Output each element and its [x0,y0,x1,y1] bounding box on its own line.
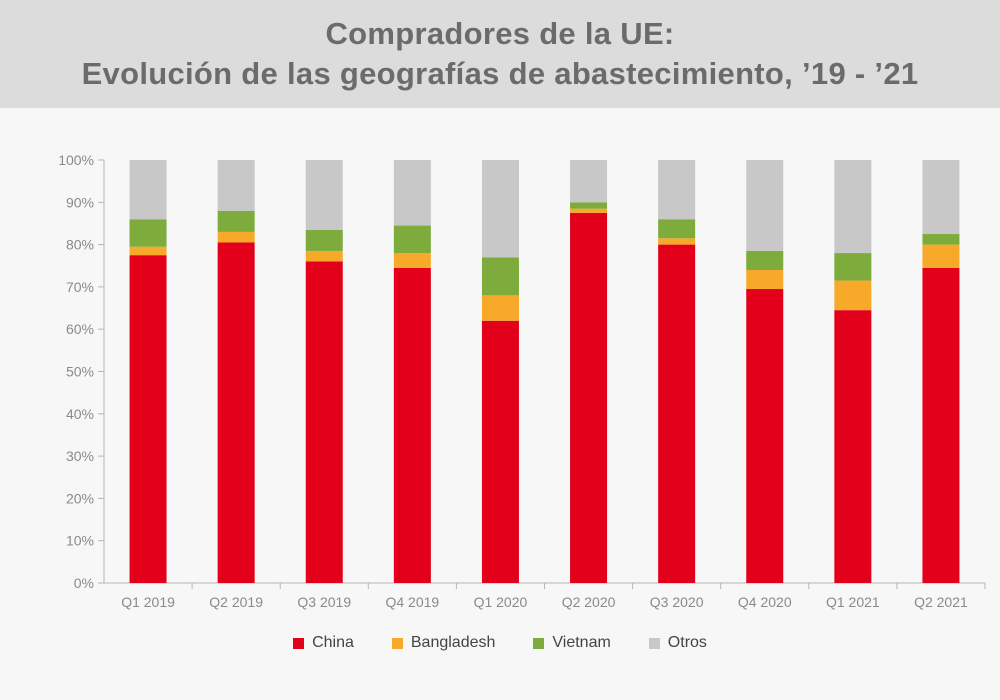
chart-area: 0% 10% 20% 30% 40% 50% 60% 70% 80% 90% 100% Q1 2019… [0,108,1000,700]
legend-label-vietnam: Vietnam [552,634,611,651]
bar-segment-vietnam [393,225,431,254]
legend-swatch-china [293,637,305,649]
bar-segment-otros [305,160,343,230]
legend-item-vietnam: Vietnam [533,634,611,652]
bar-segment-china [746,289,784,583]
bar-segment-bangladesh [217,231,255,243]
bar-segment-china [129,255,167,584]
chart-title-line-2: Evolución de las geografías de abastecim… [81,56,919,91]
bar-segment-vietnam [746,250,784,270]
y-tick-label: 0% [74,575,94,591]
bar-segment-china [922,267,960,583]
bar-segment-bangladesh [129,246,167,256]
y-tick-label: 10% [66,533,94,549]
bar-segment-bangladesh [481,295,519,321]
x-tick-label: Q4 2019 [385,594,439,610]
chart-title-line-1: Compradores de la UE: [325,16,675,51]
bar-segment-otros [393,160,431,226]
legend-label-china: China [312,634,354,651]
x-tick-label: Q4 2020 [738,594,792,610]
stacked-bar-chart: 0% 10% 20% 30% 40% 50% 60% 70% 80% 90% 100% Q1 2019… [58,152,986,610]
bar-segment-bangladesh [305,250,343,262]
legend-item-bangladesh: Bangladesh [391,634,496,652]
bar-segment-china [658,244,696,583]
bar-segment-otros [129,160,167,220]
bar-segment-china [217,242,255,584]
y-tick-label: 90% [66,194,94,210]
y-tick-label: 80% [66,237,94,253]
bar-segment-vietnam [129,219,167,247]
bar-segment-china [481,320,519,583]
x-tick-label: Q2 2021 [914,594,968,610]
bar-segment-otros [570,160,608,203]
bar-segment-otros [834,160,872,254]
bar-segment-bangladesh [570,208,608,213]
legend-item-china: China [293,634,354,652]
bar-segment-vietnam [217,210,255,232]
legend-label-otros: Otros [667,634,707,651]
bar-segment-bangladesh [658,238,696,245]
bar-segment-vietnam [481,257,519,296]
x-tick-label: Q2 2020 [562,594,616,610]
y-tick-label: 30% [66,448,94,464]
bar-segment-china [834,310,872,583]
bar-segment-vietnam [922,234,960,245]
bar-segment-china [570,212,608,583]
bar-segment-otros [658,160,696,220]
legend-swatch-otros [648,637,660,649]
legend-label-bangladesh: Bangladesh [410,634,496,651]
bar-segment-china [393,267,431,583]
y-tick-label: 60% [66,321,94,337]
x-tick-label: Q3 2019 [297,594,351,610]
bar-segment-otros [217,160,255,211]
bar-segment-otros [481,160,519,258]
bar-segment-bangladesh [834,280,872,311]
bar-segment-vietnam [834,253,872,281]
bar-segment-bangladesh [393,253,431,268]
chart-legend: China Bangladesh Vietnam Otros [0,634,1000,652]
x-tick-label: Q2 2019 [209,594,263,610]
y-tick-label: 100% [58,152,94,168]
y-tick-label: 40% [66,406,94,422]
y-tick-label: 20% [66,490,94,506]
y-tick-label: 70% [66,279,94,295]
bar-segment-vietnam [305,229,343,251]
x-tick-label: Q3 2020 [650,594,704,610]
legend-item-otros: Otros [648,634,707,652]
x-tick-label: Q1 2019 [121,594,175,610]
x-tick-label: Q1 2020 [474,594,528,610]
bar-segment-vietnam [570,202,608,209]
bar-segment-otros [922,160,960,235]
bar-segment-vietnam [658,219,696,239]
x-tick-label: Q1 2021 [826,594,880,610]
legend-swatch-vietnam [533,637,545,649]
bar-segment-bangladesh [922,244,960,268]
legend-swatch-bangladesh [391,637,403,649]
bar-segment-china [305,261,343,583]
bar-segment-bangladesh [746,269,784,290]
y-tick-label: 50% [66,364,94,380]
chart-header: Compradores de la UE: Evolución de las g… [0,0,1000,108]
bar-segment-otros [746,160,784,251]
